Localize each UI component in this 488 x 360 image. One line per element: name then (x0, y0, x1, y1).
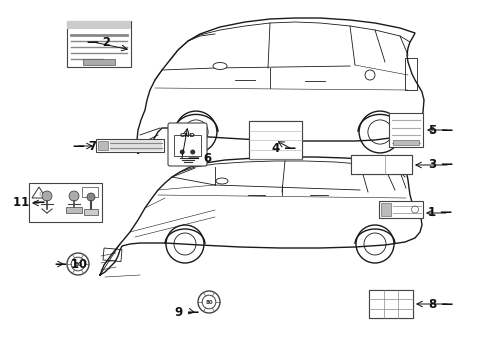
Text: 11 —: 11 — (13, 197, 45, 210)
FancyBboxPatch shape (168, 123, 206, 166)
Bar (368, 290, 383, 299)
Text: 4 —: 4 — (271, 141, 295, 154)
Text: — 2: — 2 (87, 36, 111, 49)
Text: — 10: — 10 (55, 257, 87, 270)
Text: 9 —: 9 — (175, 306, 199, 319)
Bar (67, 21, 131, 67)
Bar (29, 183, 102, 222)
Bar (83, 59, 115, 65)
Bar (98, 141, 108, 150)
Bar (66, 207, 82, 213)
Bar (96, 139, 163, 152)
Text: 8 —: 8 — (428, 297, 452, 310)
Bar (398, 309, 412, 318)
Circle shape (42, 191, 52, 201)
Text: — 7: — 7 (73, 139, 97, 153)
Ellipse shape (213, 63, 226, 69)
Bar (82, 187, 98, 197)
Bar (378, 201, 422, 218)
Text: 5 —: 5 — (428, 123, 452, 136)
Bar (248, 121, 302, 159)
Bar (350, 161, 411, 168)
Bar (67, 21, 131, 29)
Bar (383, 299, 398, 309)
Text: 1 —: 1 — (427, 207, 451, 220)
Circle shape (69, 191, 79, 201)
Bar (248, 121, 302, 159)
Bar (350, 155, 411, 161)
Text: 80: 80 (205, 300, 212, 305)
Bar (248, 130, 302, 140)
Bar (248, 140, 302, 149)
Bar (350, 155, 411, 174)
Bar (110, 140, 162, 151)
Bar (248, 149, 302, 159)
Bar (392, 140, 418, 145)
Bar (350, 155, 411, 174)
Ellipse shape (216, 178, 227, 184)
Circle shape (190, 149, 195, 154)
Text: 80: 80 (74, 261, 81, 266)
Bar (368, 290, 412, 318)
Text: — 6: — 6 (187, 152, 212, 165)
Bar (84, 209, 98, 215)
Bar (368, 290, 412, 318)
Bar (404, 58, 416, 90)
Bar (174, 135, 201, 156)
Circle shape (87, 193, 95, 201)
Bar (103, 248, 122, 262)
Bar (350, 168, 411, 174)
Text: 3 —: 3 — (428, 158, 452, 171)
Text: GND: GND (179, 134, 195, 139)
Bar (380, 203, 390, 216)
Bar (248, 121, 302, 130)
Circle shape (180, 149, 184, 154)
Text: !: ! (38, 192, 40, 197)
Bar (388, 113, 422, 147)
